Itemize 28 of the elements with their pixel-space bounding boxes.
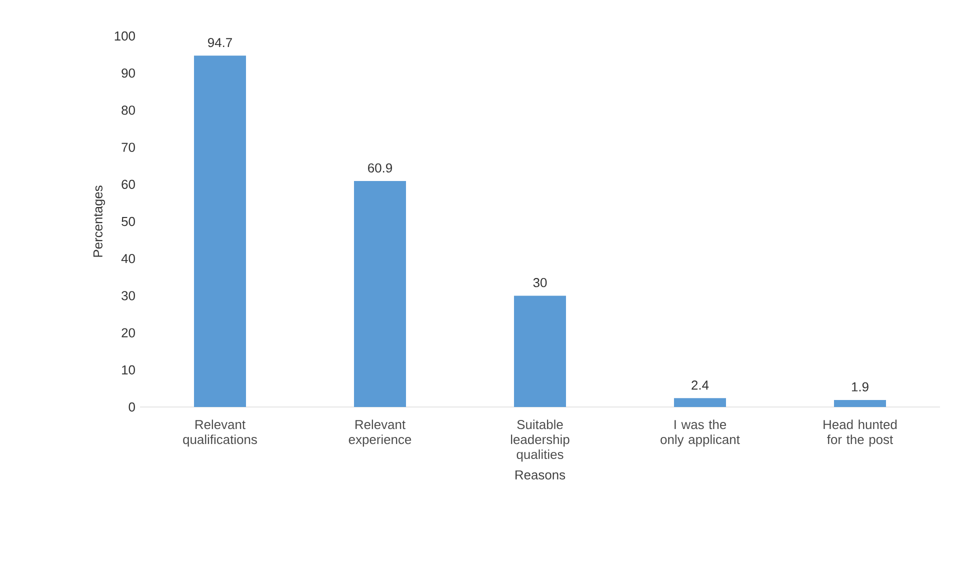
y-tick-label: 40 — [121, 254, 135, 264]
bar — [674, 398, 726, 407]
data-label: 2.4 — [692, 380, 709, 390]
bar — [514, 296, 566, 407]
y-tick-label: 10 — [122, 365, 135, 374]
x-tick-label: I was the only applicant — [660, 420, 740, 447]
x-tick-label: Head hunted for the post — [824, 420, 897, 447]
x-axis-title: Reasons — [516, 470, 566, 480]
y-tick-label: 0 — [128, 402, 135, 412]
data-label: 94.7 — [208, 38, 232, 48]
y-tick-label: 100 — [114, 31, 135, 41]
y-tick-label: 60 — [122, 180, 135, 189]
y-tick-label: 50 — [122, 216, 135, 226]
data-label: 30 — [533, 278, 547, 288]
data-label: 1.9 — [852, 382, 868, 392]
y-tick-label: 80 — [122, 106, 135, 115]
bar — [834, 400, 886, 407]
y-tick-label: 70 — [122, 142, 135, 152]
bar — [354, 181, 406, 407]
y-tick-label: 20 — [122, 328, 135, 338]
data-label: 60.9 — [368, 163, 392, 173]
x-tick-label: Relevant qualifications — [183, 420, 257, 447]
y-axis-title: Percentages — [93, 186, 106, 257]
x-tick-label: Relevant experience — [348, 420, 412, 447]
x-tick-label: Suitable leadership qualities — [510, 420, 570, 462]
bar — [194, 56, 246, 407]
y-tick-label: 30 — [122, 291, 135, 300]
y-tick-label: 90 — [122, 68, 135, 78]
